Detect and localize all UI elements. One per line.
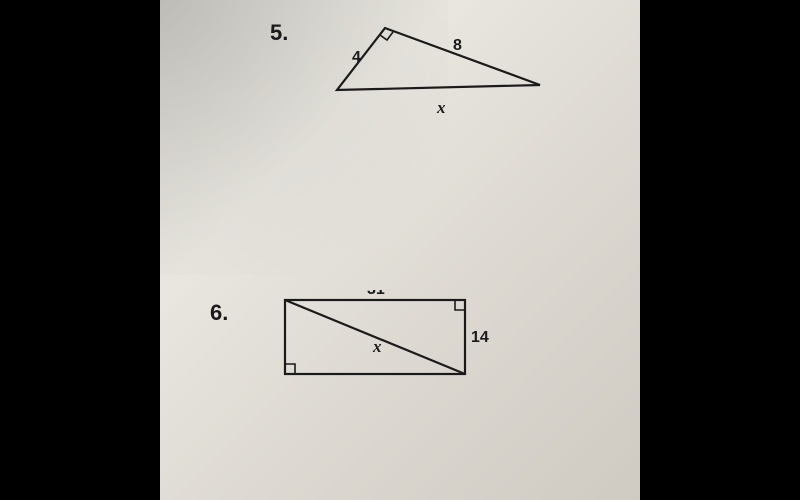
- right-angle-marker-top-right: [455, 300, 465, 310]
- problem-6-figure: 31 14 x: [275, 290, 500, 390]
- problem-5-number: 5.: [270, 20, 288, 46]
- right-angle-marker-bottom-left: [285, 364, 295, 374]
- top-31-label: 31: [367, 290, 385, 298]
- problem-5-figure: 4 8 x: [325, 20, 555, 120]
- side-4-label: 4: [352, 49, 361, 66]
- diagonal-x-label: x: [372, 337, 382, 356]
- right-14-label: 14: [471, 329, 489, 346]
- worksheet-paper: 5. 4 8 x 6.: [160, 0, 640, 500]
- rectangle-svg: 31 14 x: [275, 290, 500, 390]
- side-8-label: 8: [453, 37, 462, 54]
- problem-6-number: 6.: [210, 300, 228, 326]
- triangle-svg: 4 8 x: [325, 20, 555, 120]
- triangle-outline: [337, 28, 540, 90]
- hypotenuse-x-label: x: [436, 98, 446, 117]
